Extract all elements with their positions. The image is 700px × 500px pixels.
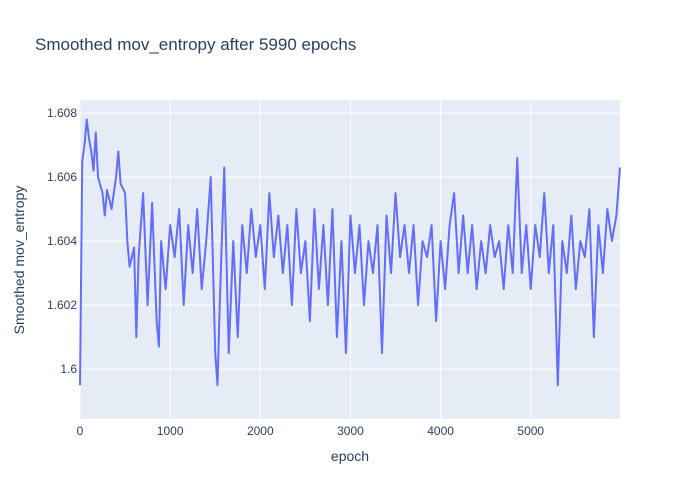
x-tick-label: 0 (77, 424, 84, 438)
x-tick-label: 2000 (247, 424, 274, 438)
x-tick-label: 1000 (157, 424, 184, 438)
x-tick-label: 3000 (337, 424, 364, 438)
y-tick-label: 1.602 (47, 298, 77, 312)
y-tick-label: 1.608 (47, 106, 77, 120)
x-tick-label: 4000 (427, 424, 454, 438)
data-line (79, 118, 621, 387)
y-tick-label: 1.604 (47, 234, 77, 248)
y-tick-label: 1.6 (60, 362, 77, 376)
marks (79, 118, 621, 387)
x-tick-label: 5000 (517, 424, 544, 438)
chart-title: Smoothed mov_entropy after 5990 epochs (35, 35, 356, 54)
y-tick-label: 1.606 (47, 170, 77, 184)
y-axis-title: Smoothed mov_entropy (11, 186, 27, 335)
x-axis-title: epoch (331, 448, 369, 464)
